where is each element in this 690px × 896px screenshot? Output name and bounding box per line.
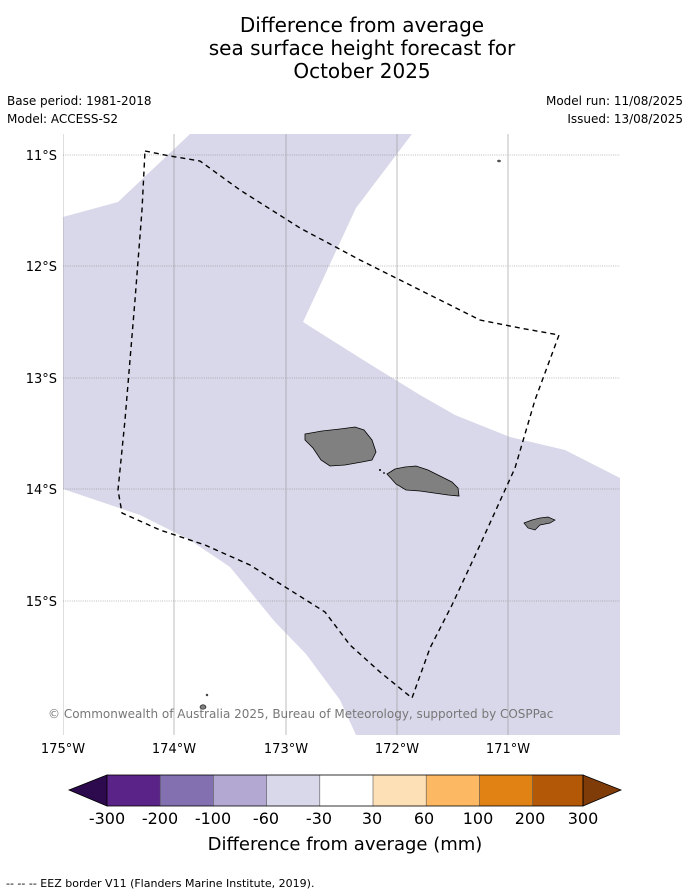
- title-line-3: October 2025: [293, 59, 431, 83]
- colorbar-tick: -300: [89, 809, 125, 828]
- savaii-island: [304, 426, 377, 467]
- map-title: Difference from average sea surface heig…: [0, 14, 690, 83]
- colorbar-tick: -60: [253, 809, 279, 828]
- colorbar-tick: 100: [463, 809, 494, 828]
- lat-label-13: 13°S: [26, 372, 57, 387]
- meta-right: Model run: 11/08/2025 Issued: 13/08/2025: [546, 94, 683, 130]
- tutuila-island: [523, 516, 556, 531]
- lon-gridlines: [63, 134, 509, 735]
- lon-label-175: 175°W: [41, 742, 85, 757]
- title-line-1: Difference from average: [239, 13, 485, 37]
- eez-footnote: -- -- -- EEZ border V11 (Flanders Marine…: [6, 877, 315, 890]
- upolu-island: [386, 465, 460, 497]
- colorbar-bin-9: [532, 775, 583, 806]
- colorbar-tick: 200: [515, 809, 546, 828]
- colorbar-tick: -100: [195, 809, 231, 828]
- issued-date: Issued: 13/08/2025: [567, 112, 683, 126]
- small-islet-south: [199, 704, 207, 710]
- colorbar-bin-4: [266, 775, 320, 806]
- lat-label-15: 15°S: [26, 595, 57, 610]
- colorbar-bin-6: [373, 775, 427, 806]
- colorbar-tick: 300: [568, 809, 599, 828]
- copyright-text: © Commonwealth of Australia 2025, Bureau…: [48, 707, 553, 721]
- manono-islet: [383, 472, 385, 474]
- colorbar-tick-labels: -300 -200 -100 -60 -30 30 60 100 200 300: [89, 809, 598, 828]
- colorbar-extend-low: [67, 774, 108, 807]
- colorbar-bin-3: [213, 775, 267, 806]
- colorbar: -300 -200 -100 -60 -30 30 60 100 200 300…: [67, 774, 623, 855]
- lat-labels: 11°S 12°S 13°S 14°S 15°S: [26, 149, 57, 610]
- small-islet-north: [497, 159, 501, 163]
- colorbar-bin-7: [426, 775, 480, 806]
- colorbar-label: Difference from average (mm): [208, 834, 483, 855]
- colorbar-tick: 60: [414, 809, 434, 828]
- model-name: Model: ACCESS-S2: [7, 112, 119, 126]
- colorbar-bin-5: [319, 775, 373, 806]
- meta-left: Base period: 1981-2018 Model: ACCESS-S2: [7, 94, 152, 130]
- eez-border: [117, 150, 560, 700]
- colorbar-bin-8: [479, 775, 533, 806]
- colorbar-bin-2: [160, 775, 214, 806]
- lat-label-11: 11°S: [26, 149, 57, 164]
- lon-label-171: 171°W: [486, 742, 530, 757]
- colorbar-tick: 30: [362, 809, 382, 828]
- apolima-islet: [379, 469, 381, 471]
- lat-label-14: 14°S: [26, 483, 57, 498]
- lon-label-174: 174°W: [152, 742, 196, 757]
- lon-label-173: 173°W: [264, 742, 308, 757]
- colorbar-extend-high: [582, 774, 623, 807]
- colorbar-tick: -200: [142, 809, 178, 828]
- lat-label-12: 12°S: [26, 260, 57, 275]
- lat-gridlines: [63, 154, 620, 602]
- lon-labels: 175°W 174°W 173°W 172°W 171°W: [41, 742, 530, 757]
- colorbar-tick: -30: [306, 809, 332, 828]
- model-run: Model run: 11/08/2025: [545, 94, 683, 108]
- colorbar-bin-1: [107, 775, 161, 806]
- lon-label-172: 172°W: [375, 742, 419, 757]
- base-period: Base period: 1981-2018: [7, 94, 152, 108]
- title-line-2: sea surface height forecast for: [208, 36, 516, 60]
- small-islet-south-2: [205, 693, 209, 697]
- map-area: [63, 134, 620, 735]
